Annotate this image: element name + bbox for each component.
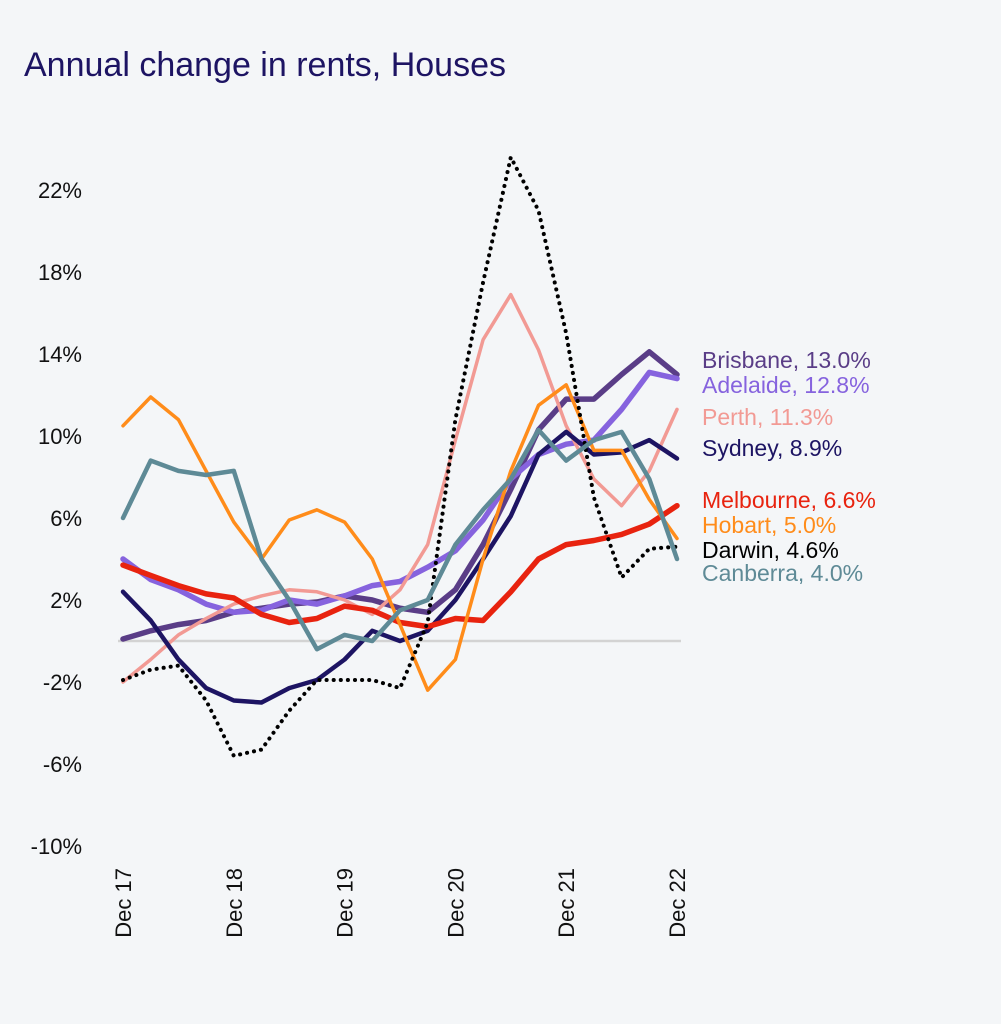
- series-line-perth: [121, 292, 679, 684]
- x-tick-label: Dec 22: [665, 868, 690, 938]
- y-tick-label: -10%: [31, 834, 82, 859]
- series-line-canberra: [120, 427, 680, 652]
- y-tick-label: -6%: [43, 752, 82, 777]
- series-labels: Brisbane, 13.0%Adelaide, 12.8% Perth, 11.…: [702, 347, 876, 586]
- series-line-darwin: [121, 155, 679, 758]
- series-line-hobart: [121, 383, 679, 692]
- x-tick-label: Dec 18: [222, 868, 247, 938]
- series-label-darwin: Darwin, 4.6%: [702, 537, 839, 563]
- y-tick-label: 14%: [38, 342, 82, 367]
- series-label-sydney: Sydney, 8.9%: [702, 435, 842, 461]
- y-tick-label: 22%: [38, 178, 82, 203]
- x-tick-label: Dec 17: [111, 868, 136, 938]
- chart-title: Annual change in rents, Houses: [24, 46, 506, 84]
- series-label-canberra: Canberra, 4.0%: [702, 560, 863, 586]
- series-label-melbourne: Melbourne, 6.6%: [702, 487, 876, 513]
- y-tick-label: 10%: [38, 424, 82, 449]
- series-lines: [120, 155, 680, 758]
- y-tick-label: -2%: [43, 670, 82, 695]
- series-label-adelaide: Adelaide, 12.8%: [702, 372, 870, 398]
- x-tick-label: Dec 19: [333, 868, 358, 938]
- x-tick-label: Dec 21: [554, 868, 579, 938]
- x-axis: Dec 17 Dec 18 Dec 19 Dec 20 Dec 21 Dec 22: [111, 868, 690, 938]
- y-axis: 22% 18% 14% 10% 6% 2% -2% -6% -10%: [31, 178, 82, 859]
- x-tick-label: Dec 20: [443, 868, 468, 938]
- y-tick-label: 2%: [50, 588, 82, 613]
- series-label-hobart: Hobart, 5.0%: [702, 512, 836, 538]
- series-label-brisbane: Brisbane, 13.0%: [702, 347, 871, 373]
- y-tick-label: 6%: [50, 506, 82, 531]
- y-tick-label: 18%: [38, 260, 82, 285]
- series-label-perth: Perth, 11.3%: [702, 404, 833, 430]
